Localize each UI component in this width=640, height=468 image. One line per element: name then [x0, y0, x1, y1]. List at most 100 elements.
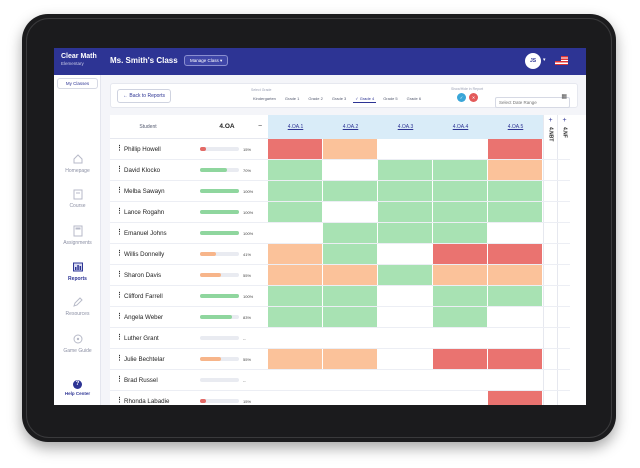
- student-name[interactable]: Sharon Davis: [124, 272, 162, 279]
- sidebar-item-assignments[interactable]: Assignments: [54, 225, 101, 246]
- score-cell[interactable]: [268, 370, 323, 390]
- student-name[interactable]: David Klocko: [124, 167, 161, 174]
- score-cell[interactable]: [323, 370, 378, 390]
- row-menu-icon[interactable]: ⋮: [116, 292, 123, 299]
- table-row[interactable]: ⋮ Angela Weber 83%: [110, 307, 570, 328]
- score-cell[interactable]: [433, 244, 488, 264]
- score-cell[interactable]: [268, 265, 323, 285]
- score-cell[interactable]: [378, 160, 433, 180]
- score-cell[interactable]: [378, 370, 433, 390]
- manage-class-button[interactable]: Manage Class ▾: [184, 55, 229, 66]
- student-name[interactable]: Julie Bechtelar: [124, 356, 165, 363]
- side-column-nf[interactable]: +4.NF: [557, 115, 571, 405]
- side-column-nbt[interactable]: +4.NBT: [543, 115, 557, 405]
- student-name[interactable]: Angela Weber: [124, 314, 164, 321]
- score-cell[interactable]: [323, 223, 378, 243]
- score-cell[interactable]: [268, 181, 323, 201]
- table-row[interactable]: ⋮ Melba Sawayn 100%: [110, 181, 570, 202]
- table-row[interactable]: ⋮ Rhonda Labadie 15%: [110, 391, 570, 405]
- score-cell[interactable]: [488, 202, 543, 222]
- table-row[interactable]: ⋮ Lance Rogahn 100%: [110, 202, 570, 223]
- score-cell[interactable]: [378, 139, 433, 159]
- score-cell[interactable]: [488, 286, 543, 306]
- score-cell[interactable]: [268, 139, 323, 159]
- score-cell[interactable]: [433, 181, 488, 201]
- score-cell[interactable]: [268, 307, 323, 327]
- score-cell[interactable]: [433, 307, 488, 327]
- score-cell[interactable]: [488, 391, 543, 405]
- standard-header[interactable]: 4.OA.4: [433, 115, 488, 139]
- standard-header[interactable]: 4.OA.1: [268, 115, 323, 139]
- show-struggling-toggle[interactable]: ✕: [469, 93, 478, 102]
- table-row[interactable]: ⋮ Luther Grant --: [110, 328, 570, 349]
- score-cell[interactable]: [323, 286, 378, 306]
- avatar[interactable]: JS: [525, 53, 541, 69]
- table-row[interactable]: ⋮ Brad Russel --: [110, 370, 570, 391]
- student-name[interactable]: Luther Grant: [124, 335, 159, 342]
- score-cell[interactable]: [268, 286, 323, 306]
- grade-option[interactable]: Grade 6: [406, 96, 422, 101]
- score-cell[interactable]: [268, 328, 323, 348]
- score-cell[interactable]: [378, 202, 433, 222]
- student-name[interactable]: Phillip Howell: [124, 146, 161, 153]
- row-menu-icon[interactable]: ⋮: [116, 376, 123, 383]
- sidebar-item-game-guide[interactable]: Game Guide: [54, 333, 101, 354]
- score-cell[interactable]: [488, 181, 543, 201]
- standard-header[interactable]: 4.OA.3: [378, 115, 433, 139]
- grade-option[interactable]: ✓ Grade 4: [353, 96, 377, 103]
- table-row[interactable]: ⋮ Clifford Farrell 100%: [110, 286, 570, 307]
- chevron-down-icon[interactable]: ▾: [543, 57, 546, 63]
- score-cell[interactable]: [323, 139, 378, 159]
- grade-option[interactable]: Grade 3: [331, 96, 347, 101]
- sidebar-item-resources[interactable]: Resources: [54, 296, 101, 317]
- brand-logo[interactable]: Clear Math Elementary: [61, 53, 97, 66]
- score-cell[interactable]: [378, 181, 433, 201]
- table-row[interactable]: ⋮ Emanuel Johns 100%: [110, 223, 570, 244]
- sidebar-item-homepage[interactable]: Homepage: [54, 153, 101, 174]
- row-menu-icon[interactable]: ⋮: [116, 166, 123, 173]
- score-cell[interactable]: [433, 391, 488, 405]
- score-cell[interactable]: [378, 286, 433, 306]
- table-row[interactable]: ⋮ Sharon Davis 55%: [110, 265, 570, 286]
- student-name[interactable]: Melba Sawayn: [124, 188, 165, 195]
- score-cell[interactable]: [433, 349, 488, 369]
- us-flag-icon[interactable]: [555, 56, 568, 65]
- expand-icon[interactable]: +: [548, 117, 553, 124]
- score-cell[interactable]: [323, 391, 378, 405]
- student-name[interactable]: Brad Russel: [124, 377, 158, 384]
- score-cell[interactable]: [378, 349, 433, 369]
- row-menu-icon[interactable]: ⋮: [116, 397, 123, 404]
- student-name[interactable]: Willis Donnelly: [124, 251, 165, 258]
- table-row[interactable]: ⋮ Willis Donnelly 41%: [110, 244, 570, 265]
- standard-header[interactable]: 4.OA.5: [488, 115, 543, 139]
- row-menu-icon[interactable]: ⋮: [116, 208, 123, 215]
- score-cell[interactable]: [378, 307, 433, 327]
- score-cell[interactable]: [488, 307, 543, 327]
- date-range-input[interactable]: [495, 97, 570, 108]
- table-row[interactable]: ⋮ Phillip Howell 15%: [110, 139, 570, 160]
- score-cell[interactable]: [323, 349, 378, 369]
- score-cell[interactable]: [433, 286, 488, 306]
- score-cell[interactable]: [433, 370, 488, 390]
- domain-column-header[interactable]: 4.OA: [186, 115, 268, 139]
- student-name[interactable]: Rhonda Labadie: [124, 398, 170, 405]
- score-cell[interactable]: [323, 328, 378, 348]
- calendar-icon[interactable]: ▦: [561, 94, 567, 100]
- score-cell[interactable]: [488, 265, 543, 285]
- score-cell[interactable]: [488, 244, 543, 264]
- my-classes-button[interactable]: My Classes: [57, 78, 98, 89]
- score-cell[interactable]: [433, 328, 488, 348]
- row-menu-icon[interactable]: ⋮: [116, 145, 123, 152]
- score-cell[interactable]: [378, 328, 433, 348]
- grade-option[interactable]: Grade 1: [284, 96, 300, 101]
- row-menu-icon[interactable]: ⋮: [116, 271, 123, 278]
- score-cell[interactable]: [268, 223, 323, 243]
- score-cell[interactable]: [323, 160, 378, 180]
- grade-option[interactable]: Grade 2: [308, 96, 323, 101]
- sidebar-item-course[interactable]: Course: [54, 188, 101, 209]
- sidebar-item-reports[interactable]: Reports: [54, 261, 101, 282]
- row-menu-icon[interactable]: ⋮: [116, 229, 123, 236]
- score-cell[interactable]: [378, 265, 433, 285]
- student-name[interactable]: Emanuel Johns: [124, 230, 167, 237]
- score-cell[interactable]: [433, 160, 488, 180]
